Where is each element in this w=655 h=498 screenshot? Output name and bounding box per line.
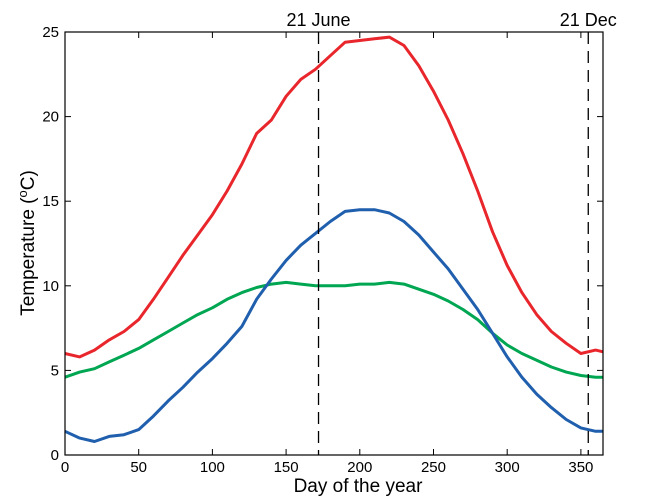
x-axis-title: Day of the year bbox=[294, 476, 424, 497]
vline-label-2: 21 Dec bbox=[560, 10, 617, 30]
series-layer bbox=[64, 35, 604, 443]
x-tick-label: 200 bbox=[347, 459, 372, 476]
x-tick-label: 50 bbox=[130, 459, 147, 476]
y-tick-label: 10 bbox=[42, 278, 59, 295]
x-tick-label: 250 bbox=[421, 459, 446, 476]
vline-layer: 21 June 21 Dec bbox=[286, 10, 617, 455]
y-axis-title-unit: C) bbox=[18, 170, 39, 190]
series-line-2 bbox=[64, 280, 603, 379]
plot-background bbox=[65, 32, 603, 455]
x-tick-label: 350 bbox=[568, 459, 593, 476]
y-tick-label: 0 bbox=[51, 447, 59, 464]
axes-box bbox=[64, 31, 604, 456]
y-axis-title-superscript: o bbox=[15, 190, 30, 197]
series-line-1 bbox=[64, 35, 604, 359]
x-tick-label: 0 bbox=[61, 459, 69, 476]
y-axis-title-main: Temperature ( bbox=[18, 197, 39, 316]
y-tick-label: 20 bbox=[42, 109, 59, 126]
axes-frame bbox=[64, 31, 604, 456]
y-tick-label: 15 bbox=[42, 193, 59, 210]
x-tick-label: 100 bbox=[200, 459, 225, 476]
plot-area bbox=[65, 32, 603, 455]
y-tick-label: 5 bbox=[51, 362, 59, 379]
x-tick-label: 150 bbox=[274, 459, 299, 476]
series-line-3 bbox=[64, 208, 603, 443]
ticks: 0 50 100 150 200 250 300 350 0 5 10 15 20 25 bbox=[42, 24, 603, 476]
x-tick-label: 300 bbox=[495, 459, 520, 476]
y-axis-title: Temperature (oC) bbox=[15, 170, 39, 316]
y-tick-label: 25 bbox=[42, 24, 59, 41]
vline-label-1: 21 June bbox=[286, 10, 350, 30]
